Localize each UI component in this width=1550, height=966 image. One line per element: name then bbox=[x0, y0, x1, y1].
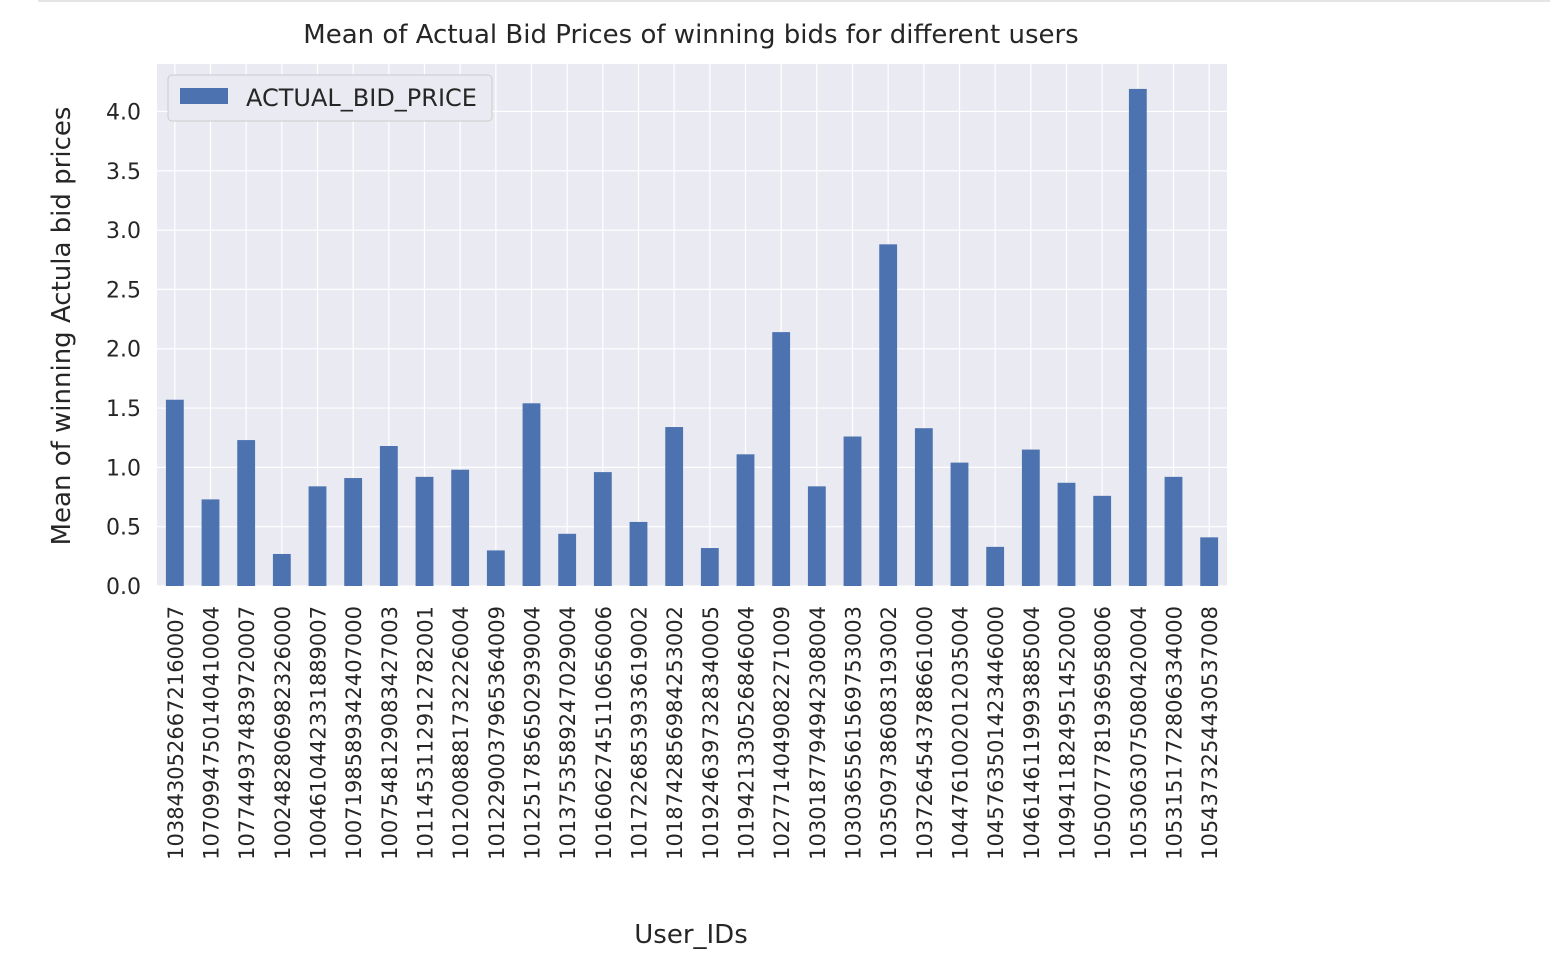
bar bbox=[950, 462, 969, 586]
x-axis-ticks: 1038430526672160007 1070994750140410004 10… bbox=[164, 606, 1222, 860]
x-tick-label: 1012517856502939004 bbox=[521, 606, 545, 860]
bar bbox=[415, 476, 434, 586]
x-tick-label: 1053063075080420004 bbox=[1127, 606, 1151, 860]
bar bbox=[451, 469, 470, 586]
legend-swatch bbox=[180, 88, 228, 104]
x-tick-label: 1044761002012035004 bbox=[949, 606, 973, 860]
y-tick-label: 1.0 bbox=[106, 456, 141, 481]
bar bbox=[558, 533, 577, 586]
bar bbox=[1021, 449, 1040, 586]
bar bbox=[665, 427, 684, 586]
bar bbox=[379, 446, 398, 586]
x-tick-label: 1077449374839720007 bbox=[235, 606, 259, 860]
legend-label: ACTUAL_BID_PRICE bbox=[246, 84, 477, 112]
y-axis-ticks: 0.0 0.5 1.0 1.5 2.0 2.5 3.0 3.5 4.0 bbox=[106, 100, 141, 600]
x-tick-label: 1030365561569753003 bbox=[842, 606, 866, 860]
legend: ACTUAL_BID_PRICE bbox=[167, 74, 493, 122]
x-tick-label: 1019246397328340005 bbox=[699, 606, 723, 860]
y-tick-label: 0.0 bbox=[106, 575, 141, 600]
y-tick-label: 0.5 bbox=[106, 516, 141, 541]
x-tick-label: 1035097386083193002 bbox=[877, 606, 901, 860]
bar bbox=[237, 440, 256, 586]
x-tick-label: 1012008881732226004 bbox=[449, 606, 473, 860]
bar bbox=[201, 499, 220, 586]
x-tick-label: 1053151772806334000 bbox=[1163, 606, 1187, 860]
bar bbox=[986, 546, 1005, 586]
x-tick-label: 1004610442331889007 bbox=[307, 606, 331, 860]
cell-top-border bbox=[38, 0, 1550, 2]
y-tick-label: 1.5 bbox=[106, 397, 141, 422]
x-tick-label: 1007548129083427003 bbox=[378, 606, 402, 860]
y-axis-label: Mean of winning Actula bid prices bbox=[47, 107, 77, 546]
y-tick-label: 2.5 bbox=[106, 278, 141, 303]
y-tick-label: 3.0 bbox=[106, 219, 141, 244]
bar bbox=[1057, 482, 1076, 586]
legend-box bbox=[167, 74, 493, 122]
bar bbox=[165, 399, 184, 586]
x-tick-label: 1002482806982326000 bbox=[271, 606, 295, 860]
chart-title: Mean of Actual Bid Prices of winning bid… bbox=[303, 20, 1078, 50]
bar bbox=[522, 403, 541, 586]
bar bbox=[736, 454, 755, 586]
x-tick-label: 1054373254430537008 bbox=[1198, 606, 1222, 860]
bar bbox=[629, 521, 648, 586]
bar bbox=[344, 478, 363, 586]
bar bbox=[807, 486, 826, 586]
x-tick-label: 1070994750140410004 bbox=[200, 606, 224, 860]
x-tick-label: 1019421330526846004 bbox=[735, 606, 759, 860]
x-tick-label: 1011453112912782001 bbox=[414, 606, 438, 860]
bar bbox=[1200, 537, 1219, 586]
bars bbox=[165, 88, 1219, 586]
x-tick-label: 1046146119993885004 bbox=[1020, 606, 1044, 860]
x-axis-label: User_IDs bbox=[634, 920, 748, 950]
x-tick-label: 1017226853933619002 bbox=[628, 606, 652, 860]
y-tick-label: 2.0 bbox=[106, 338, 141, 363]
bar bbox=[1128, 88, 1147, 586]
bar bbox=[272, 553, 291, 586]
plot-area bbox=[157, 64, 1227, 586]
x-tick-label: 1030187794942308004 bbox=[806, 606, 830, 860]
bar bbox=[700, 548, 719, 586]
bar bbox=[1164, 476, 1183, 586]
x-tick-label: 1038430526672160007 bbox=[164, 606, 188, 860]
bar bbox=[486, 550, 505, 586]
x-tick-label: 1016062745110656006 bbox=[592, 606, 616, 860]
bar bbox=[843, 436, 862, 586]
x-tick-label: 1018742856984253002 bbox=[663, 606, 687, 860]
x-tick-label: 1037264543788661000 bbox=[913, 606, 937, 860]
bar bbox=[1093, 495, 1112, 586]
x-tick-label: 1050077781936958006 bbox=[1091, 606, 1115, 860]
bar bbox=[593, 472, 612, 586]
bar bbox=[914, 428, 933, 586]
x-tick-label: 1013753589247029004 bbox=[556, 606, 580, 860]
bar bbox=[308, 486, 327, 586]
x-tick-label: 1049411824951452000 bbox=[1056, 606, 1080, 860]
bar bbox=[879, 244, 898, 586]
y-tick-label: 4.0 bbox=[106, 100, 141, 125]
x-tick-label: 1012290037965364009 bbox=[485, 606, 509, 860]
y-tick-label: 3.5 bbox=[106, 160, 141, 185]
x-tick-label: 1027714049082271009 bbox=[770, 606, 794, 860]
bar bbox=[772, 332, 791, 586]
x-tick-label: 1007198589342407000 bbox=[342, 606, 366, 860]
x-tick-label: 1045763501423446000 bbox=[984, 606, 1008, 860]
